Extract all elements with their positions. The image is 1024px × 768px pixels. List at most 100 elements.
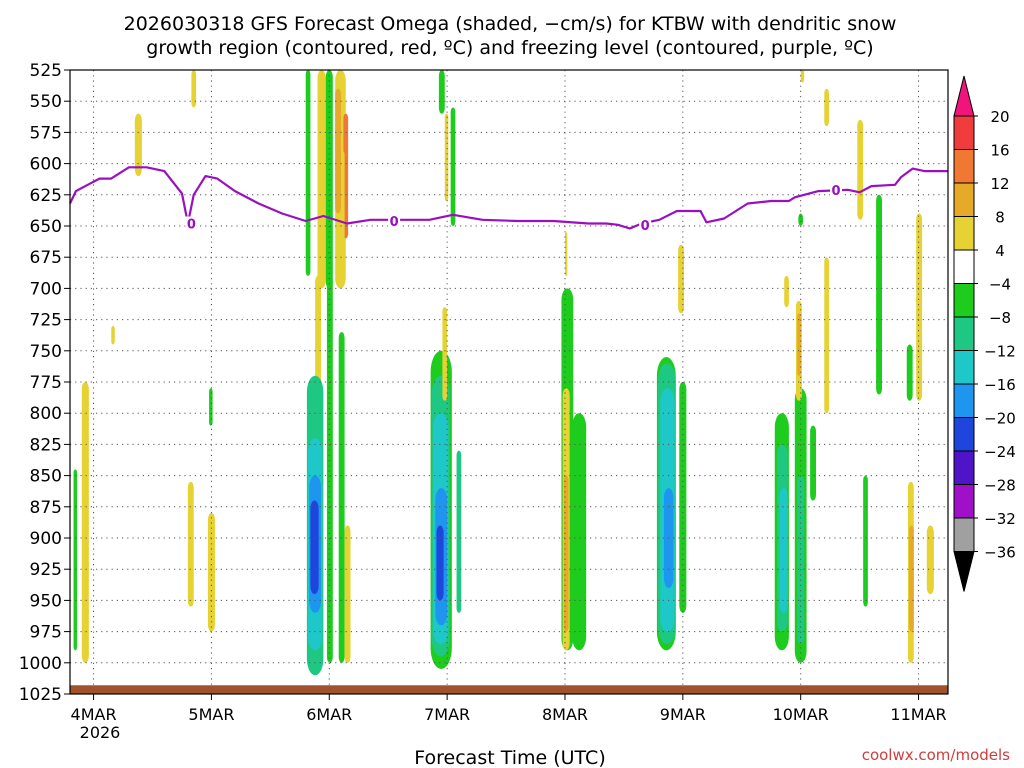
omega-cell [779, 488, 788, 613]
omega-cell [305, 70, 311, 276]
omega-cell [857, 119, 864, 220]
colorbar-box [953, 115, 975, 150]
omega-cell [207, 513, 215, 632]
colorbar: 20 16 12 8 4 −4 −8 −12 −16 −20 −24 −28 −32 −36 [953, 75, 1016, 592]
colorbar-label: 16 [990, 142, 1009, 160]
omega-cell [81, 382, 89, 663]
omega-cell [310, 500, 319, 595]
y-tick-label: 675 [30, 248, 62, 268]
colorbar-label: −24 [984, 443, 1016, 461]
y-tick-label: 525 [30, 61, 62, 81]
omega-cell [906, 344, 913, 401]
omega-cell [824, 88, 829, 127]
contour-label-bg [185, 216, 198, 231]
contour-label-bg [830, 182, 843, 197]
colorbar-label: −28 [984, 477, 1016, 495]
colorbar-label: −20 [984, 410, 1016, 428]
chart-title-line2: growth region (contoured, red, ºC) and f… [146, 37, 873, 59]
colorbar-box [953, 216, 975, 251]
omega-cell [134, 113, 142, 177]
omega-cell [73, 469, 78, 651]
y-tick-label: 850 [30, 467, 62, 487]
y-tick-label: 700 [30, 279, 62, 299]
omega-cell [436, 525, 444, 601]
omega-cell [798, 213, 804, 226]
omega-cell [187, 481, 194, 607]
y-tick-label: 750 [30, 342, 62, 362]
y-tick-label: 1000 [19, 654, 62, 674]
colorbar-label: 20 [990, 108, 1009, 126]
contour-label-bg [639, 217, 652, 232]
x-axis: 4MAR 5MAR 6MAR 7MAR 8MAR 9MAR 10MAR 11MAR [71, 694, 947, 724]
colorbar-label: −12 [984, 343, 1016, 361]
omega-cell [784, 275, 789, 308]
omega-cell [810, 425, 817, 501]
colorbar-box [953, 383, 975, 418]
omega-cell [876, 194, 883, 395]
omega-cell [191, 70, 197, 108]
chart-title-line1: 2026030318 GFS Forecast Omega (shaded, −… [124, 13, 897, 35]
colorbar-box [953, 484, 975, 519]
colorbar-bottom-arrow [953, 551, 975, 592]
y-axis: 525 550 575 600 625 650 675 700 725 750 775 800 825 8… [19, 61, 70, 705]
y-tick-label: 975 [30, 623, 62, 643]
omega-cell [326, 275, 333, 663]
ground-surface [70, 685, 948, 694]
y-tick-label: 775 [30, 373, 62, 393]
freezing-level-contour: 0 0 0 0 [69, 166, 948, 234]
omega-cell [800, 70, 805, 83]
colorbar-label: −4 [989, 276, 1011, 294]
colorbar-box [953, 450, 975, 485]
omega-cell [344, 525, 351, 663]
omega-shading [73, 70, 934, 676]
omega-cell [450, 107, 456, 226]
contour-label: 0 [390, 215, 399, 230]
colorbar-label: −8 [989, 309, 1011, 327]
y-tick-label: 875 [30, 498, 62, 518]
x-tick-label: 9MAR [660, 705, 706, 724]
colorbar-label: 8 [995, 209, 1005, 227]
y-tick-label: 575 [30, 123, 62, 143]
omega-cell [572, 413, 587, 651]
colorbar-box [953, 417, 975, 452]
omega-cell [317, 70, 326, 289]
omega-cell [325, 70, 333, 289]
omega-cell [335, 88, 342, 214]
y-tick-label: 725 [30, 311, 62, 331]
x-tick-label: 8MAR [542, 705, 588, 724]
colorbar-label: −32 [984, 510, 1016, 528]
credit-label: coolwx.com/models [862, 746, 1010, 764]
y-tick-label: 1025 [19, 685, 62, 705]
y-tick-label: 950 [30, 591, 62, 611]
x-tick-label: 10MAR [773, 705, 829, 724]
colorbar-box [953, 316, 975, 351]
colorbar-top-arrow [953, 75, 975, 117]
omega-cell [209, 388, 213, 426]
contour-label: 0 [187, 218, 196, 233]
omega-cell [456, 450, 462, 613]
colorbar-label: 4 [995, 242, 1005, 260]
omega-cell [444, 113, 449, 202]
colorbar-box [953, 283, 975, 318]
omega-cell [338, 332, 345, 663]
contour-label-bg [388, 214, 401, 229]
contour-label: 0 [832, 184, 841, 199]
omega-cell [442, 307, 448, 401]
colorbar-box [953, 182, 975, 217]
omega-cell [563, 475, 569, 632]
y-tick-label: 925 [30, 560, 62, 580]
y-tick-label: 625 [30, 186, 62, 206]
colorbar-label: 12 [990, 175, 1009, 193]
x-tick-label: 6MAR [306, 705, 352, 724]
omega-cell [341, 151, 345, 264]
x-tick-label: 4MAR [71, 705, 117, 724]
contour-label: 0 [641, 219, 650, 234]
omega-cell [438, 70, 445, 114]
plot-grid [70, 70, 948, 694]
colorbar-label: −16 [984, 376, 1016, 394]
omega-cell [916, 213, 923, 401]
x-tick-label: 5MAR [188, 705, 234, 724]
x-tick-label: 11MAR [890, 705, 946, 724]
ground-strip [70, 685, 948, 694]
